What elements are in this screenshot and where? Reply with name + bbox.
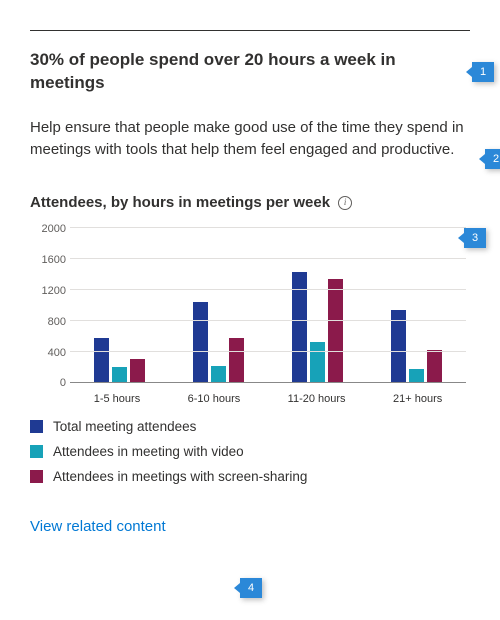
bar [130,359,145,382]
y-tick-label: 800 [30,316,66,328]
callout-badge: 1 [472,62,494,82]
callout-badge: 4 [240,578,262,598]
legend-label: Attendees in meeting with video [53,444,244,459]
bar [328,279,343,382]
bar-group [193,302,244,382]
bar [409,369,424,383]
callout-badge: 2 [485,149,500,169]
bar-groups [70,229,466,382]
bar-group [94,338,145,383]
y-tick-label: 400 [30,347,66,359]
chart-title-row: Attendees, by hours in meetings per week… [30,194,470,211]
x-tick-label: 21+ hours [393,393,442,405]
y-tick-label: 1600 [30,254,66,266]
info-icon[interactable]: i [338,196,352,210]
bar-group [391,310,442,382]
bar [94,338,109,383]
gridline [70,289,466,290]
bar [427,350,442,382]
legend-item: Attendees in meetings with screen-sharin… [30,469,470,484]
legend-swatch [30,420,43,433]
gridline [70,227,466,228]
y-tick-label: 2000 [30,223,66,235]
top-divider [30,30,470,31]
legend-label: Total meeting attendees [53,419,196,434]
legend-item: Total meeting attendees [30,419,470,434]
headline: 30% of people spend over 20 hours a week… [30,49,470,95]
legend-item: Attendees in meeting with video [30,444,470,459]
chart-title: Attendees, by hours in meetings per week [30,194,330,211]
link-row: View related content [30,518,470,536]
bar [310,342,325,383]
gridline [70,320,466,321]
attendees-chart: 0400800120016002000 1-5 hours6-10 hours1… [30,225,470,405]
x-axis-labels: 1-5 hours 6-10 hours 11-20 hours 21+ hours [70,393,466,405]
legend-swatch [30,470,43,483]
legend-swatch [30,445,43,458]
insight-card: 30% of people spend over 20 hours a week… [30,30,470,536]
y-tick-label: 0 [30,377,66,389]
x-tick-label: 1-5 hours [94,393,140,405]
callout-badge: 3 [464,228,486,248]
legend-label: Attendees in meetings with screen-sharin… [53,469,307,484]
bar [193,302,208,382]
plot-area [70,229,466,383]
legend: Total meeting attendees Attendees in meet… [30,419,470,484]
y-tick-label: 1200 [30,285,66,297]
description: Help ensure that people make good use of… [30,117,470,161]
bar [112,367,127,382]
view-related-link[interactable]: View related content [30,518,166,535]
bar [391,310,406,382]
gridline [70,351,466,352]
x-tick-label: 11-20 hours [288,393,346,405]
bar [211,366,226,382]
bar [229,338,244,383]
x-tick-label: 6-10 hours [188,393,241,405]
gridline [70,258,466,259]
